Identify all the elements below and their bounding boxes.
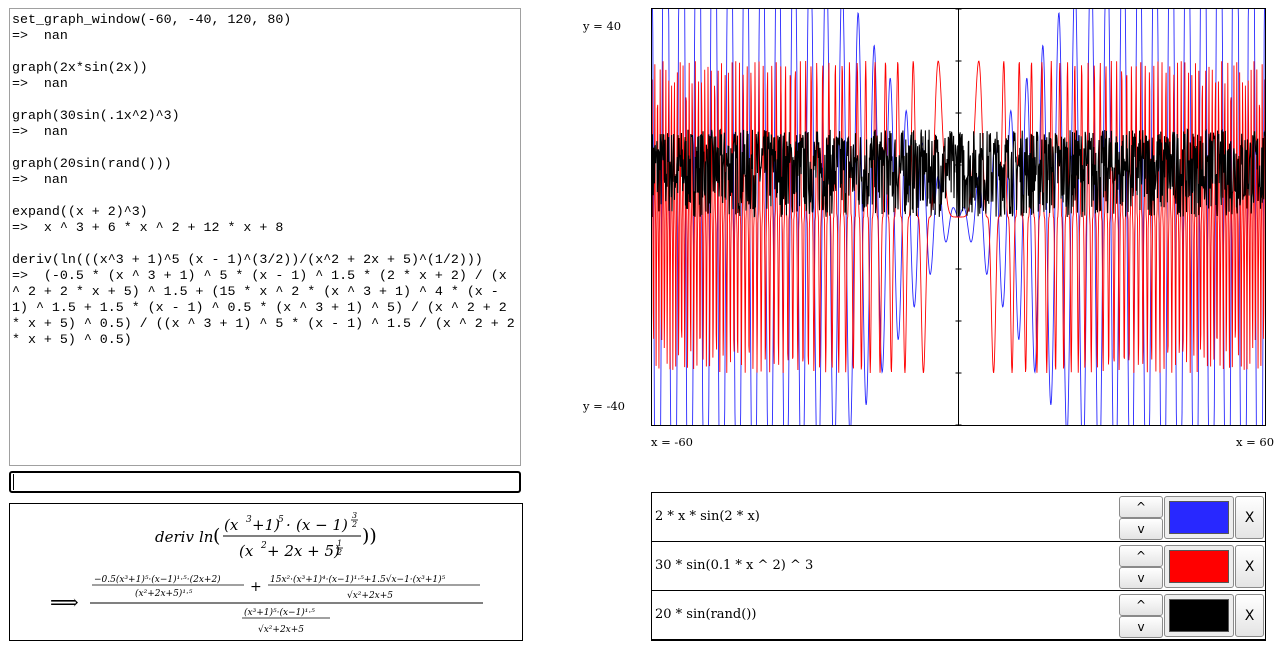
num-part3: (x − 1) — [296, 516, 348, 534]
x-min-label: x = -60 — [651, 435, 693, 449]
function-list: 2 * x * sin(2 * x) ^ v X 30 * sin(0.1 * x ^ … — [651, 492, 1266, 641]
function-expression: 30 * sin(0.1 * x ^ 2) ^ 3 — [655, 558, 814, 573]
deriv-fn-text: deriv — [155, 528, 194, 546]
x-max-label: x = 60 — [1236, 435, 1275, 449]
term-a-denominator: (x²+2x+5)¹·⁵ — [135, 588, 193, 599]
den-part2: + 2x + 5) — [267, 542, 340, 560]
color-swatch — [1169, 550, 1229, 583]
num-part1: (x — [224, 516, 239, 534]
move-down-button[interactable]: v — [1119, 567, 1163, 589]
function-row: 2 * x * sin(2 * x) ^ v X — [652, 493, 1265, 542]
remove-function-button[interactable]: X — [1235, 594, 1264, 637]
color-picker-button[interactable] — [1164, 545, 1234, 588]
graph-svg — [652, 9, 1265, 425]
term-a-numerator: −0.5(x³+1)⁵·(x−1)¹·⁵·(2x+2) — [94, 574, 221, 585]
close-paren: )) — [362, 525, 377, 547]
y-max-label: y = 40 — [583, 19, 622, 33]
color-swatch — [1169, 599, 1229, 632]
num-dot: · — [286, 516, 291, 534]
remove-function-button[interactable]: X — [1235, 545, 1264, 588]
text-cursor — [13, 474, 14, 490]
num-exp5: 5 — [278, 515, 284, 525]
num-exp-32-n: 3 — [352, 511, 357, 520]
y-min-label: y = -40 — [583, 399, 625, 413]
move-down-button[interactable]: v — [1119, 616, 1163, 638]
den-part1: (x — [239, 542, 254, 560]
term-b-numerator: 15x²·(x³+1)⁴·(x−1)¹·⁵+1.5√x−1·(x³+1)⁵ — [270, 574, 446, 585]
function-row: 20 * sin(rand()) ^ v X — [652, 591, 1265, 640]
term-c-denominator: √x²+2x+5 — [258, 624, 304, 635]
move-up-button[interactable]: ^ — [1119, 594, 1163, 616]
open-paren: ( — [213, 525, 220, 547]
den-exp-12-n: 1 — [337, 539, 342, 548]
ln-text: ln — [199, 528, 213, 546]
function-expression: 20 * sin(rand()) — [655, 607, 757, 622]
term-b-denominator: √x²+2x+5 — [347, 590, 393, 601]
num-exp-32-d: 2 — [351, 520, 357, 529]
command-input[interactable] — [9, 471, 521, 493]
implies-arrow: ⟹ — [50, 590, 79, 614]
den-exp2: 2 — [260, 541, 267, 551]
math-svg: deriv ln ( (x 3 +1) 5 · (x − 1) 3 2 (x 2… — [50, 511, 483, 635]
color-picker-button[interactable] — [1164, 594, 1234, 637]
function-row: 30 * sin(0.1 * x ^ 2) ^ 3 ^ v X — [652, 542, 1265, 591]
num-part2: +1) — [252, 516, 280, 534]
remove-function-button[interactable]: X — [1235, 496, 1264, 539]
move-down-button[interactable]: v — [1119, 518, 1163, 540]
function-expression: 2 * x * sin(2 * x) — [655, 509, 760, 524]
graph-curve-black — [652, 128, 1265, 218]
plus-sign: + — [250, 579, 262, 595]
color-picker-button[interactable] — [1164, 496, 1234, 539]
term-c-numerator: (x³+1)⁵·(x−1)¹·⁵ — [244, 607, 315, 618]
graph-canvas[interactable] — [651, 8, 1266, 426]
move-up-button[interactable]: ^ — [1119, 496, 1163, 518]
console-text: set_graph_window(-60, -40, 120, 80) => n… — [12, 12, 515, 347]
den-exp-12-d: 2 — [336, 548, 342, 557]
move-up-button[interactable]: ^ — [1119, 545, 1163, 567]
num-exp3: 3 — [246, 515, 252, 525]
console-output: set_graph_window(-60, -40, 120, 80) => n… — [9, 8, 521, 466]
color-swatch — [1169, 501, 1229, 534]
math-render-panel: deriv ln ( (x 3 +1) 5 · (x − 1) 3 2 (x 2… — [9, 503, 523, 641]
